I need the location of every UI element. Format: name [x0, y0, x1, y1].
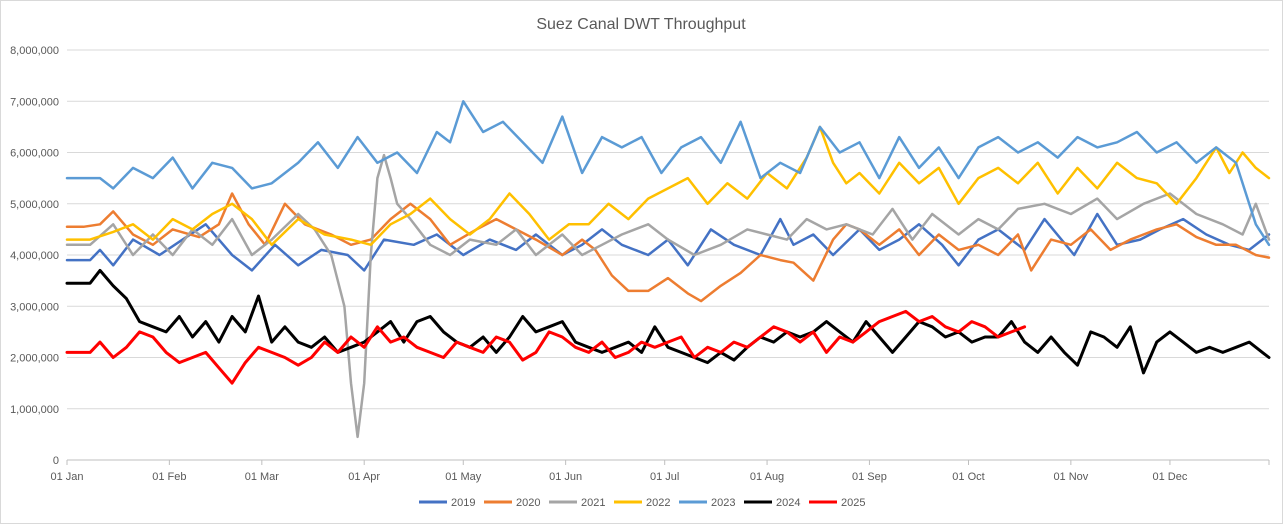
legend-label: 2022 — [646, 497, 670, 509]
x-tick-label: 01 Aug — [750, 471, 784, 483]
legend-label: 2019 — [451, 497, 475, 509]
legend-item-2023: 2023 — [679, 497, 735, 509]
series-line-2019 — [65, 212, 1271, 272]
x-tick-label: 01 Apr — [348, 471, 380, 483]
x-tick-label: 01 Mar — [245, 471, 280, 483]
x-tick-label: 01 May — [445, 471, 482, 483]
series-line-2022 — [65, 125, 1271, 247]
x-tick-label: 01 Dec — [1153, 471, 1188, 483]
x-tick-label: 01 Jan — [50, 471, 83, 483]
legend-label: 2021 — [581, 497, 605, 509]
legend-label: 2023 — [711, 497, 735, 509]
legend-item-2019: 2019 — [419, 497, 475, 509]
y-tick-label: 4,000,000 — [10, 250, 59, 262]
x-tick-label: 01 Jun — [549, 471, 582, 483]
y-tick-label: 3,000,000 — [10, 301, 59, 313]
x-axis-ticks: 01 Jan 01 Feb 01 Mar 01 Apr 01 May 01 Jun 01 J… — [50, 460, 1270, 483]
legend: 2019 2020 2021 2022 2023 2024 2025 — [419, 497, 865, 509]
series-line-2020 — [65, 192, 1271, 303]
x-tick-label: 01 Sep — [852, 471, 887, 483]
y-tick-label: 0 — [53, 455, 59, 467]
legend-label: 2024 — [776, 497, 800, 509]
y-axis-ticks: 0 1,000,000 2,000,000 3,000,000 4,000,000 5,0… — [10, 45, 59, 467]
series-line-2024 — [65, 268, 1271, 375]
legend-label: 2025 — [841, 497, 865, 509]
legend-item-2021: 2021 — [549, 497, 605, 509]
series-layer — [65, 100, 1271, 439]
series-line-2025 — [65, 309, 1027, 385]
legend-item-2020: 2020 — [484, 497, 540, 509]
x-tick-label: 01 Oct — [952, 471, 984, 483]
y-tick-label: 1,000,000 — [10, 404, 59, 416]
legend-label: 2020 — [516, 497, 540, 509]
x-tick-label: 01 Nov — [1053, 471, 1088, 483]
y-tick-label: 2,000,000 — [10, 353, 59, 365]
chart-title: Suez Canal DWT Throughput — [536, 16, 746, 33]
x-tick-label: 01 Feb — [152, 471, 186, 483]
grid-layer — [67, 49, 1269, 461]
y-tick-label: 6,000,000 — [10, 148, 59, 160]
series-line-2021 — [65, 153, 1271, 439]
legend-item-2024: 2024 — [744, 497, 800, 509]
series-line-2023 — [65, 100, 1271, 247]
y-tick-label: 7,000,000 — [10, 96, 59, 108]
x-tick-label: 01 Jul — [650, 471, 679, 483]
legend-item-2025: 2025 — [809, 497, 865, 509]
y-tick-label: 5,000,000 — [10, 199, 59, 211]
y-tick-label: 8,000,000 — [10, 45, 59, 57]
legend-item-2022: 2022 — [614, 497, 670, 509]
